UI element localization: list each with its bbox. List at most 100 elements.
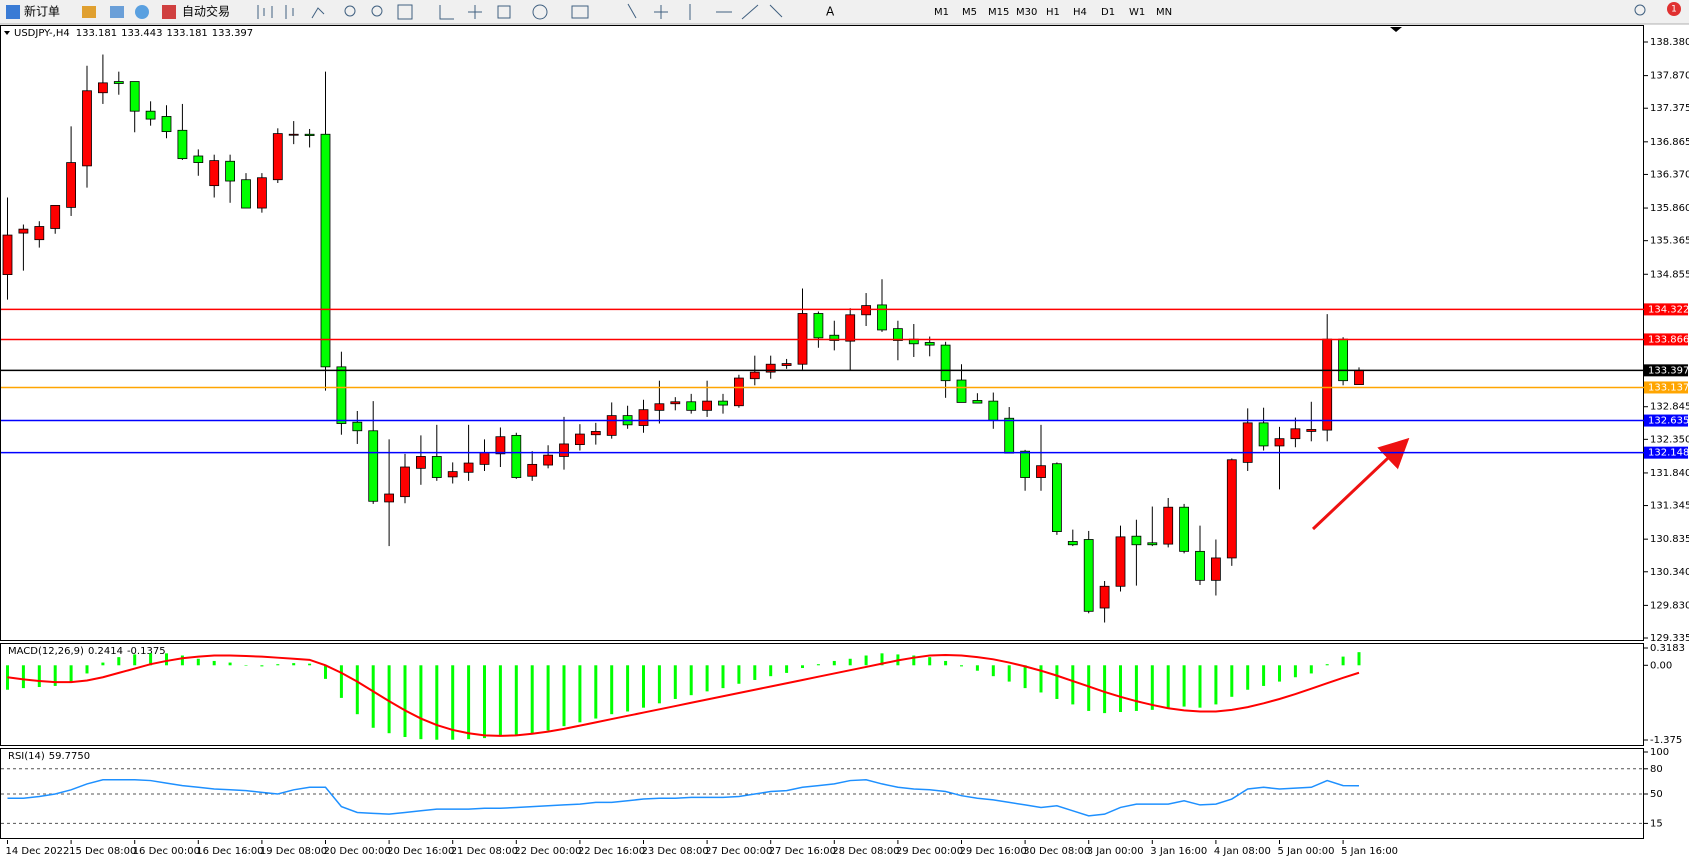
x-tick-label: 23 Dec 08:00 bbox=[642, 846, 709, 857]
ohlc-low: 133.181 bbox=[166, 28, 207, 39]
macd-bar bbox=[1341, 656, 1345, 666]
x-tick-label: 5 Jan 16:00 bbox=[1341, 846, 1398, 857]
timeframe-button[interactable]: M30 bbox=[1016, 7, 1037, 18]
timeframe-button[interactable]: M15 bbox=[988, 7, 1009, 18]
y-tick-label: 0.3183 bbox=[1650, 643, 1685, 654]
candle-body bbox=[1052, 463, 1062, 532]
macd-bar bbox=[721, 665, 725, 689]
timeframe-button[interactable]: H1 bbox=[1046, 7, 1060, 18]
signal-value: -0.1375 bbox=[127, 646, 166, 657]
icon[interactable] bbox=[135, 5, 149, 19]
timeframe-button[interactable]: MN bbox=[1156, 7, 1172, 18]
candle-body bbox=[829, 334, 840, 341]
candle-body bbox=[956, 379, 967, 403]
rsi-panel bbox=[0, 748, 1644, 839]
candle-body bbox=[66, 162, 76, 208]
candle-body bbox=[1179, 506, 1189, 552]
macd-bar bbox=[546, 665, 550, 731]
macd-bar bbox=[785, 665, 789, 673]
candle-body bbox=[336, 366, 347, 424]
timeframe-button[interactable]: H4 bbox=[1073, 7, 1087, 18]
y-tick-label: 132.350 bbox=[1650, 434, 1689, 445]
macd-bar bbox=[642, 665, 645, 708]
macd-bar bbox=[1246, 665, 1250, 690]
x-tick-label: 30 Dec 08:00 bbox=[1023, 846, 1090, 857]
macd-bar bbox=[165, 653, 168, 666]
candle-body bbox=[304, 133, 315, 136]
icon[interactable] bbox=[110, 6, 124, 18]
candle-body bbox=[1322, 338, 1333, 431]
macd-bar bbox=[832, 660, 836, 666]
macd-bar bbox=[1023, 665, 1027, 689]
y-tick-label: 15 bbox=[1650, 818, 1663, 829]
macd-bar bbox=[292, 663, 296, 666]
text-tool[interactable]: A bbox=[826, 5, 835, 19]
candle-body bbox=[241, 179, 251, 209]
rsi-value: 59.7750 bbox=[49, 751, 90, 762]
macd-bar bbox=[1134, 665, 1138, 711]
macd-value: 0.2414 bbox=[88, 646, 123, 657]
candle-body bbox=[1036, 465, 1046, 478]
candle-body bbox=[686, 401, 697, 411]
macd-bar bbox=[864, 655, 868, 666]
x-tick-label: 16 Dec 00:00 bbox=[133, 846, 200, 857]
timeframe-button[interactable]: D1 bbox=[1101, 7, 1115, 18]
candle-body bbox=[368, 430, 379, 502]
candle-body bbox=[82, 90, 92, 167]
candle-body bbox=[431, 456, 442, 478]
candle-body bbox=[209, 160, 220, 187]
candle-body bbox=[1195, 550, 1205, 581]
collapse-arrow[interactable] bbox=[4, 31, 10, 35]
price-level-label: 133.397 bbox=[1648, 365, 1689, 376]
candle-body bbox=[272, 133, 283, 181]
ohlc-open: 133.181 bbox=[76, 28, 117, 39]
candle-body bbox=[384, 493, 395, 503]
chart-header: USDJPY-,H4 133.181 133.443 133.181 133.397 bbox=[14, 28, 253, 39]
macd-bar bbox=[816, 664, 820, 666]
price-level-label: 134.322 bbox=[1648, 304, 1689, 315]
candle-body bbox=[765, 363, 776, 373]
timeframe-button[interactable]: W1 bbox=[1129, 7, 1145, 18]
candle-body bbox=[924, 342, 935, 346]
macd-bar bbox=[212, 660, 216, 666]
candle-body bbox=[940, 344, 951, 382]
new-order-button[interactable]: 新订单 bbox=[24, 4, 60, 19]
macd-header: MACD(12,26,9) 0.2414 -0.1375 bbox=[8, 646, 166, 657]
macd-bar bbox=[196, 658, 200, 666]
auto-trading-button[interactable]: 自动交易 bbox=[182, 4, 230, 19]
timeframe-button[interactable]: M5 bbox=[962, 7, 977, 18]
timeframe-button[interactable]: M1 bbox=[934, 7, 949, 18]
rsi-line bbox=[7, 778, 1360, 817]
icon[interactable] bbox=[82, 6, 96, 18]
candle-body bbox=[1306, 429, 1317, 432]
candle-body bbox=[50, 205, 61, 229]
candle-body bbox=[718, 400, 728, 406]
candle-body bbox=[400, 466, 410, 498]
candle-body bbox=[781, 363, 792, 366]
price-level-label: 133.866 bbox=[1648, 334, 1689, 345]
notification-badge[interactable] bbox=[1667, 2, 1681, 16]
macd-bar bbox=[705, 665, 709, 692]
y-tick-label: 137.870 bbox=[1650, 71, 1689, 82]
x-tick-label: 3 Jan 16:00 bbox=[1150, 846, 1207, 857]
candle-body bbox=[320, 133, 331, 368]
y-tick-label: 129.830 bbox=[1650, 600, 1689, 611]
shift-marker bbox=[1390, 27, 1402, 32]
macd-bar bbox=[912, 655, 916, 666]
symbol: USDJPY-,H4 bbox=[14, 28, 70, 39]
candle-body bbox=[1004, 417, 1015, 454]
candle-body bbox=[606, 415, 617, 436]
price-level-tag bbox=[1644, 333, 1688, 346]
new-order-icon[interactable] bbox=[6, 5, 20, 19]
candle-body bbox=[98, 82, 108, 94]
candle-body bbox=[813, 313, 824, 339]
macd-bar bbox=[228, 662, 232, 666]
tool-icons[interactable] bbox=[257, 3, 783, 20]
candle-body bbox=[559, 443, 569, 457]
candle-body bbox=[145, 110, 156, 120]
macd-bar bbox=[944, 660, 948, 666]
auto-trading-icon[interactable] bbox=[162, 5, 176, 19]
search-icon[interactable] bbox=[1634, 4, 1646, 16]
